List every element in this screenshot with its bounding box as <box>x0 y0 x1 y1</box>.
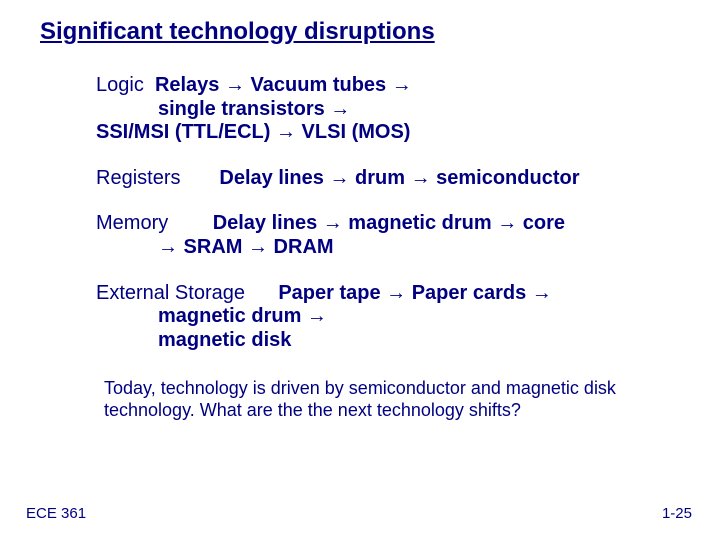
reg-b: drum <box>349 167 410 189</box>
arrow-icon: → <box>329 167 349 189</box>
mem-1c: core <box>517 212 565 234</box>
footer-course: ECE 361 <box>26 505 86 522</box>
arrow-icon: → <box>158 236 178 258</box>
item-registers-label: Registers <box>96 167 180 189</box>
arrow-icon: → <box>411 167 431 189</box>
item-memory-seq: Delay lines → magnetic drum → core → SRA… <box>96 212 670 259</box>
arrow-icon: → <box>386 282 406 304</box>
logic-line2: single transistors <box>158 98 330 120</box>
stor-1b: Paper cards <box>406 282 532 304</box>
logic-line3b: VLSI (MOS) <box>296 121 410 143</box>
reg-c: semiconductor <box>431 167 580 189</box>
item-logic: Logic Relays → Vacuum tubes → single tra… <box>96 74 670 145</box>
logic-line3a: SSI/MSI (TTL/ECL) <box>96 121 276 143</box>
logic-line3-wrap: SSI/MSI (TTL/ECL) → VLSI (MOS) <box>96 121 410 143</box>
slide-body: Logic Relays → Vacuum tubes → single tra… <box>96 74 670 352</box>
item-registers: Registers Delay lines → drum → semicondu… <box>96 167 670 191</box>
arrow-icon: → <box>497 212 517 234</box>
arrow-icon: → <box>532 282 552 304</box>
item-storage-label: External Storage <box>96 282 245 304</box>
stor-1a: Paper tape <box>278 282 386 304</box>
closing-text: Today, technology is driven by semicondu… <box>104 378 650 421</box>
slide: Significant technology disruptions Logic… <box>0 0 720 540</box>
item-memory: Memory Delay lines → magnetic drum → cor… <box>96 212 670 259</box>
stor-line2-wrap: magnetic drum → <box>158 305 670 329</box>
item-memory-label: Memory <box>96 212 168 234</box>
mem-line2-wrap: → SRAM → DRAM <box>158 236 670 260</box>
item-storage: External Storage Paper tape → Paper card… <box>96 282 670 353</box>
mem-2a: SRAM <box>178 236 248 258</box>
arrow-icon: → <box>276 121 296 143</box>
arrow-icon: → <box>330 98 350 120</box>
mem-2b: DRAM <box>268 236 334 258</box>
stor-2: magnetic drum <box>158 305 307 327</box>
arrow-icon: → <box>248 236 268 258</box>
slide-title: Significant technology disruptions <box>40 18 680 46</box>
arrow-icon: → <box>225 74 245 96</box>
mem-1b: magnetic drum <box>343 212 497 234</box>
reg-a: Delay lines <box>219 167 329 189</box>
logic-line1a: Relays <box>155 74 225 96</box>
logic-line2-wrap: single transistors → <box>158 98 670 122</box>
item-logic-seq: Relays → Vacuum tubes → single transisto… <box>96 74 670 121</box>
arrow-icon: → <box>323 212 343 234</box>
footer-page-number: 1-25 <box>662 505 692 522</box>
item-logic-label: Logic <box>96 74 144 96</box>
arrow-icon: → <box>307 305 327 327</box>
mem-1a: Delay lines <box>213 212 323 234</box>
logic-line1b: Vacuum tubes <box>245 74 392 96</box>
item-registers-seq: Delay lines → drum → semiconductor <box>219 167 579 189</box>
stor-line3-wrap: magnetic disk <box>158 329 670 353</box>
arrow-icon: → <box>392 74 412 96</box>
stor-3: magnetic disk <box>158 329 291 351</box>
